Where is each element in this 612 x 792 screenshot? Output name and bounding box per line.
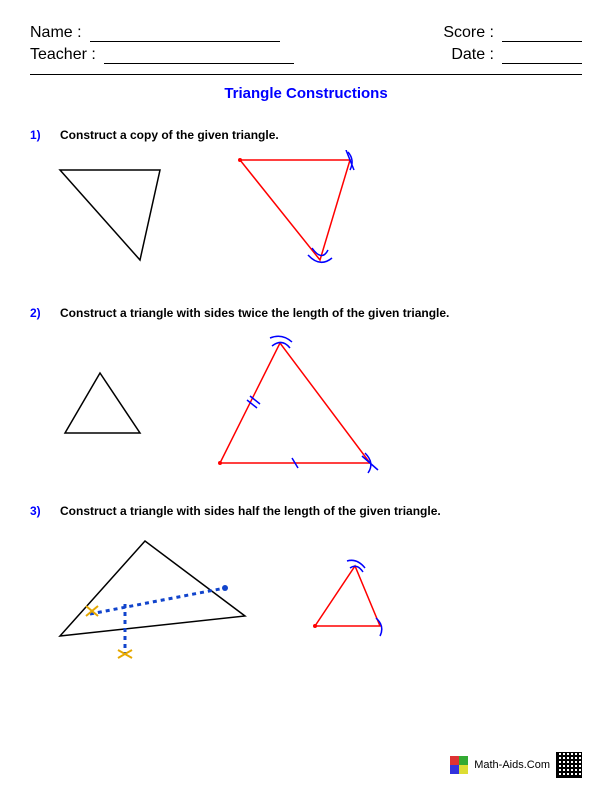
problem-text: Construct a triangle with sides half the… <box>60 504 441 518</box>
footer: Math-Aids.Com <box>450 752 582 778</box>
problem-text: Construct a copy of the given triangle. <box>60 128 279 142</box>
score-label: Score : <box>443 24 494 42</box>
constructed-triangle-2 <box>200 328 400 478</box>
teacher-blank <box>104 46 294 64</box>
problem-number: 2) <box>30 306 50 320</box>
site-label: Math-Aids.Com <box>474 759 550 771</box>
problem-number: 1) <box>30 128 50 142</box>
problem-number: 3) <box>30 504 50 518</box>
constructed-triangle-1 <box>220 150 390 280</box>
problem-3: 3) Construct a triangle with sides half … <box>30 504 582 666</box>
name-blank <box>90 24 280 42</box>
constructed-triangle-3 <box>300 546 410 646</box>
date-label: Date : <box>451 46 494 64</box>
score-blank <box>502 24 582 42</box>
given-triangle-3 <box>50 526 260 666</box>
logo-icon <box>450 756 468 774</box>
problem-text: Construct a triangle with sides twice th… <box>60 306 449 320</box>
problem-2: 2) Construct a triangle with sides twice… <box>30 306 582 478</box>
teacher-label: Teacher : <box>30 46 96 64</box>
problem-1: 1) Construct a copy of the given triangl… <box>30 128 582 280</box>
given-triangle-1 <box>50 160 180 270</box>
given-triangle-2 <box>50 358 160 448</box>
page-title: Triangle Constructions <box>30 85 582 102</box>
date-blank <box>502 46 582 64</box>
name-label: Name : <box>30 24 82 42</box>
header-divider <box>30 74 582 75</box>
qr-icon <box>556 752 582 778</box>
